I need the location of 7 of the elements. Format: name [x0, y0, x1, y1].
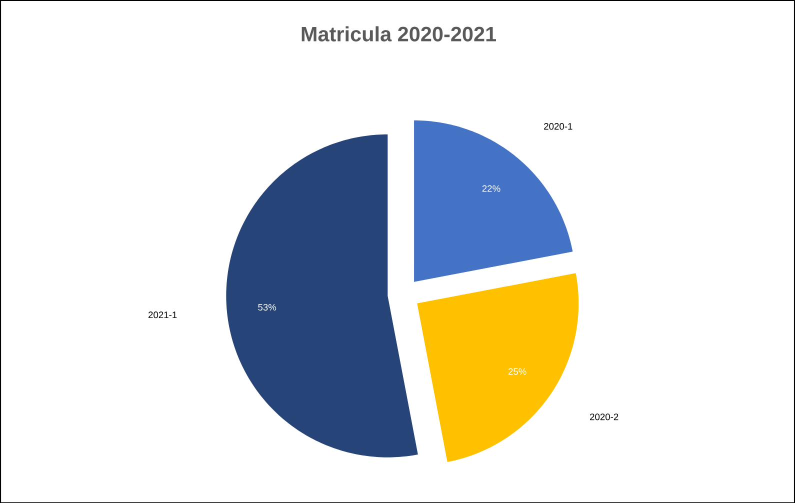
data-label: 25% — [508, 368, 526, 375]
data-label: 22% — [482, 185, 500, 192]
data-label: 53% — [258, 304, 276, 310]
chart-title: Matricula 2020-2021 — [302, 26, 496, 42]
slice-label: 2021-1 — [148, 311, 177, 318]
slice-label: 2020-2 — [590, 413, 618, 420]
slice-label: 2020-1 — [544, 122, 572, 130]
